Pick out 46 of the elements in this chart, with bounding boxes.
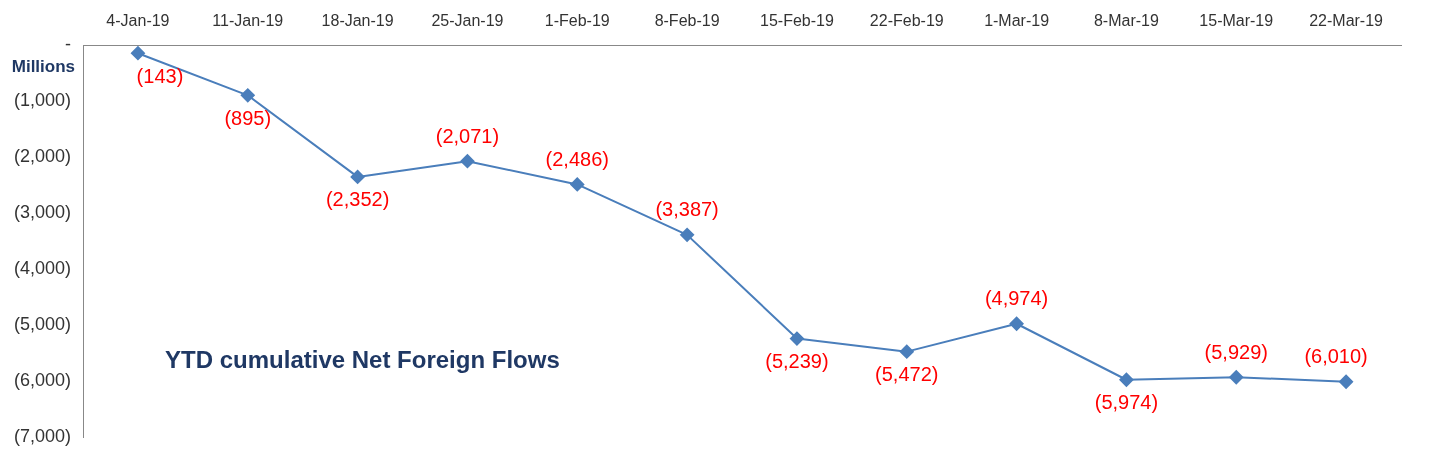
data-label: (2,352) — [325, 188, 390, 211]
y-tick-label: (2,000) — [13, 146, 72, 167]
y-tick-label: (4,000) — [13, 258, 72, 279]
data-label: (5,239) — [765, 350, 829, 373]
point — [680, 227, 695, 242]
x-tick-label: 22-Mar-19 — [1309, 12, 1384, 30]
data-label: (2,486) — [545, 147, 609, 170]
x-tick-label: 1-Mar-19 — [984, 12, 1050, 30]
x-tick-label: 15-Feb-19 — [760, 12, 834, 30]
x-tick-label: 25-Jan-19 — [431, 12, 504, 30]
text: YTD cumulative Net Foreign Flows — [165, 346, 560, 374]
y-axis-title: Millions — [11, 56, 76, 76]
point — [570, 177, 585, 192]
point — [1339, 374, 1354, 389]
point — [1229, 370, 1244, 385]
x-tick-label: 8-Mar-19 — [1093, 12, 1159, 30]
data-label: (5,472) — [875, 363, 939, 386]
y-tick-label: (1,000) — [13, 90, 72, 111]
y-tick-label: (3,000) — [13, 202, 72, 223]
y-tick-label: (7,000) — [13, 426, 72, 447]
x-tick-label: 8-Feb-19 — [654, 12, 720, 30]
point — [460, 154, 475, 169]
x-tick-label: 15-Mar-19 — [1199, 12, 1274, 30]
data-label: (3,387) — [655, 198, 719, 221]
point — [1119, 372, 1134, 387]
data-label: (2,071) — [435, 124, 500, 147]
data-label: (895) — [224, 106, 272, 129]
x-tick-label: 18-Jan-19 — [321, 12, 394, 30]
point — [350, 169, 365, 184]
point — [789, 331, 804, 346]
x-tick-label: 1-Feb-19 — [544, 12, 610, 30]
data-label: (143) — [136, 64, 184, 87]
data-label: (4,974) — [984, 287, 1049, 310]
point — [1009, 316, 1024, 331]
x-tick-label: 11-Jan-19 — [212, 12, 284, 30]
point — [130, 46, 145, 61]
x-tick-label: 4-Jan-19 — [106, 12, 170, 30]
point — [240, 88, 255, 103]
data-label: (5,974) — [1094, 391, 1159, 414]
y-tick-label: (6,000) — [13, 370, 72, 391]
data-label: (5,929) — [1204, 340, 1268, 363]
point — [899, 344, 914, 359]
y-tick-label: (5,000) — [13, 314, 72, 335]
data-label: (6,010) — [1304, 345, 1368, 368]
y-tick-label: - — [65, 34, 72, 55]
x-tick-label: 22-Feb-19 — [869, 12, 944, 30]
